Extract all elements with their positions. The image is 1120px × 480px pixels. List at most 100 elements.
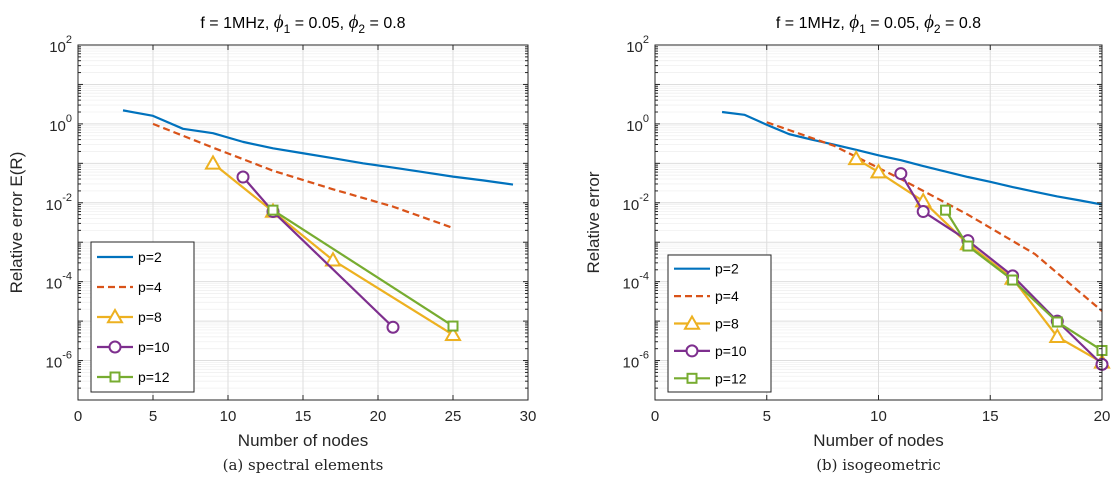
y-tick-base: 10: [623, 197, 640, 214]
legend-label: p=8: [715, 316, 739, 332]
chart-title-sub1: 1: [284, 22, 291, 36]
y-tick-base: 10: [626, 39, 643, 56]
chart-panel-isogeometric: 0 5 10 15 20 10-6 10-4 10-2 100 102 Number of node…: [560, 0, 1120, 480]
x-tick-label: 30: [520, 408, 537, 425]
x-tick-label: 15: [295, 408, 312, 425]
y-tick-exponent: -6: [62, 350, 72, 362]
y-tick-label: 10-2: [46, 192, 72, 214]
data-point-p=10: [236, 170, 250, 184]
y-tick-label: 102: [49, 34, 72, 56]
y-tick-label: 10-6: [623, 350, 649, 372]
y-tick-exponent: -4: [62, 271, 72, 283]
series-line-p=4: [766, 121, 1103, 312]
chart-title-phi: ϕ: [274, 12, 284, 33]
figure-caption: (a) spectral elements: [223, 456, 384, 474]
chart-title-suffix: = 0.8: [365, 15, 406, 32]
y-tick-label: 10-2: [623, 192, 649, 214]
y-tick-exponent: -2: [639, 192, 649, 204]
series-p=4: [766, 121, 1103, 312]
x-tick-label: 5: [763, 408, 771, 425]
data-point-p=12: [940, 204, 952, 216]
chart-title: f = 1MHz, ϕ1 = 0.05, ϕ2 = 0.8: [776, 12, 981, 36]
y-tick-exponent: 0: [66, 113, 72, 125]
data-point-p=8: [324, 251, 342, 267]
data-point-p=8: [1048, 327, 1067, 344]
y-tick-label: 102: [626, 34, 649, 56]
chart-panel-spectral: 0 5 10 15 20 25 30 10-6 10-4 10-2 100 102 Number of …: [7, 12, 537, 474]
data-point-p=8: [204, 154, 222, 170]
y-tick-label: 10-4: [623, 271, 649, 293]
y-tick-exponent: 0: [643, 113, 649, 125]
x-tick-label: 0: [74, 408, 82, 425]
chart-title-sub2: 2: [358, 22, 365, 36]
y-tick-exponent: -2: [62, 192, 72, 204]
chart-title-suffix: = 0.8: [941, 15, 982, 32]
y-tick-exponent: 2: [643, 34, 649, 46]
y-tick-label: 100: [626, 113, 649, 135]
y-axis-label: Relative error E(R): [7, 152, 26, 294]
data-point-p=8: [869, 163, 888, 179]
legend-marker-p=12: [686, 372, 698, 384]
y-tick-base: 10: [49, 118, 66, 135]
series-line-p=4: [152, 122, 454, 229]
series-line-p=2: [721, 110, 1103, 206]
series-line-p=10: [899, 173, 1103, 366]
legend-label: p=4: [138, 279, 162, 295]
data-point-p=12: [267, 204, 279, 216]
y-tick-label: 100: [49, 113, 72, 135]
y-tick-exponent: -6: [639, 350, 649, 362]
legend-label: p=12: [715, 370, 747, 386]
x-tick-label: 5: [149, 408, 157, 425]
y-tick-exponent: 2: [66, 34, 72, 46]
legend-label: p=2: [138, 249, 162, 265]
legend-label: p=8: [138, 309, 162, 325]
x-tick-label: 10: [870, 408, 887, 425]
data-point-p=10: [916, 205, 930, 219]
chart-title-phi: ϕ: [924, 12, 934, 33]
data-point-p=8: [444, 325, 462, 342]
legend: p=2 p=4 p=8 p=10 p=12: [90, 241, 195, 393]
legend-label: p=10: [138, 339, 170, 355]
x-tick-label: 20: [370, 408, 387, 425]
chart-title-mid: = 0.05,: [866, 15, 924, 32]
legend-label: p=2: [715, 261, 739, 277]
x-tick-label: 0: [651, 408, 659, 425]
y-axis-label: Relative error: [584, 171, 603, 273]
data-point-p=12: [447, 320, 459, 332]
data-point-p=10: [894, 167, 908, 181]
chart-title-mid: = 0.05,: [290, 15, 348, 32]
chart-title-sub2: 2: [934, 22, 941, 36]
x-tick-label: 15: [982, 408, 999, 425]
y-tick-base: 10: [623, 355, 640, 372]
y-tick-base: 10: [46, 276, 63, 293]
series-line-p=12: [272, 209, 454, 327]
chart-title-phi: ϕ: [849, 12, 859, 33]
series-line-p=2: [122, 109, 514, 186]
chart-title: f = 1MHz, ϕ1 = 0.05, ϕ2 = 0.8: [200, 12, 405, 36]
legend-label: p=4: [715, 288, 739, 304]
legend-marker-p=8: [106, 307, 124, 324]
chart-title-sub1: 1: [859, 22, 866, 36]
series-p=4: [152, 122, 454, 229]
y-tick-base: 10: [46, 197, 63, 214]
x-tick-label: 25: [445, 408, 462, 425]
chart-title-prefix: f = 1MHz,: [776, 15, 849, 32]
series-line-p=8: [212, 162, 454, 336]
x-tick-label: 20: [1094, 408, 1111, 425]
x-tick-label: 10: [220, 408, 237, 425]
y-tick-base: 10: [49, 39, 66, 56]
y-tick-exponent: -4: [639, 271, 649, 283]
series-p=2: [721, 110, 1103, 206]
chart-title-phi: ϕ: [349, 12, 359, 33]
data-point-p=12: [1051, 316, 1063, 328]
figure-caption: (b) isogeometric: [816, 456, 941, 474]
y-tick-label: 10-4: [46, 271, 72, 293]
legend-label: p=12: [138, 369, 170, 385]
y-tick-base: 10: [46, 355, 63, 372]
y-tick-base: 10: [626, 118, 643, 135]
y-tick-label: 10-6: [46, 350, 72, 372]
data-point-p=10: [386, 320, 400, 334]
legend: p=2 p=4 p=8 p=10 p=12: [667, 254, 772, 393]
